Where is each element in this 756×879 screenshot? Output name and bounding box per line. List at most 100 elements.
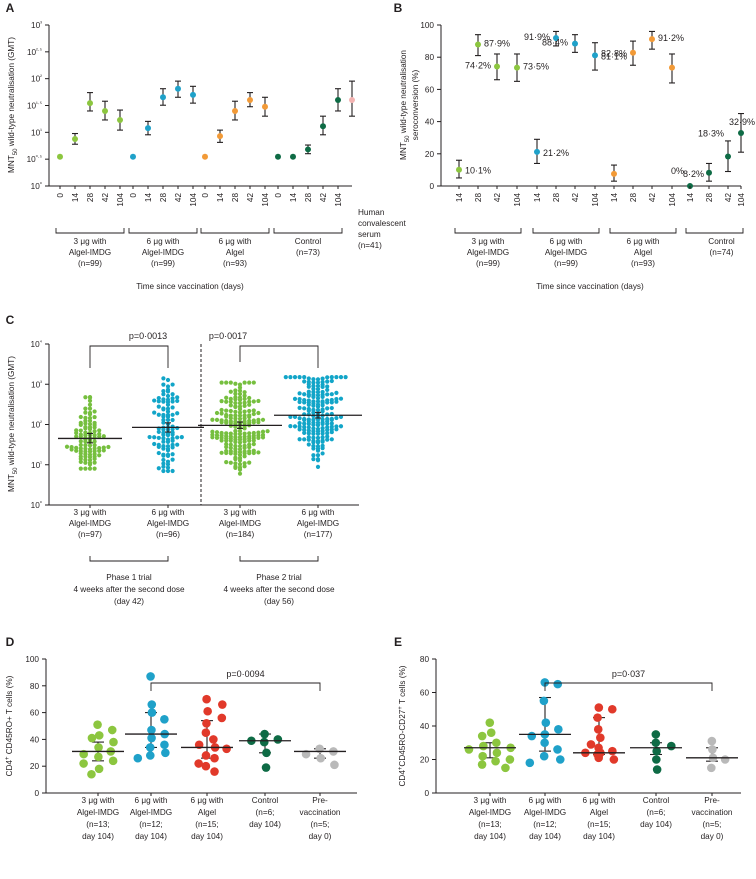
- swarm-point-c: [247, 413, 252, 418]
- label-segment: +: [398, 706, 404, 710]
- swarm-point-c: [334, 424, 339, 429]
- swarm-point-c: [92, 414, 97, 420]
- data-point: [259, 737, 269, 747]
- data-label-b: 91·9%: [524, 32, 550, 42]
- y-tick-label: 60: [30, 709, 40, 718]
- swarm-point-c: [87, 394, 93, 400]
- data-point: [539, 751, 549, 761]
- swarm-point-c: [315, 426, 321, 432]
- data-point: [94, 752, 103, 762]
- swarm-point-c: [83, 443, 88, 448]
- tick-exponent: ²: [40, 75, 42, 81]
- group-label: vaccination: [692, 808, 733, 817]
- phase-label-c: Phase 1 trial: [106, 573, 152, 582]
- swarm-point-c: [237, 462, 243, 467]
- swarm-point-c: [237, 444, 243, 449]
- swarm-point-c: [292, 396, 298, 401]
- x-tick-label-b: 14: [455, 193, 464, 203]
- swarm-point-c: [315, 407, 321, 413]
- x-tick-label-b: 28: [705, 193, 714, 203]
- swarm-point-c: [87, 466, 93, 471]
- swarm-point-c: [242, 380, 247, 385]
- swarm-point-c: [78, 428, 83, 433]
- swarm-point-c: [256, 450, 261, 455]
- swarm-point-c: [233, 413, 238, 418]
- group-label: (n=12;: [533, 820, 556, 829]
- data-point: [540, 678, 550, 687]
- swarm-point-c: [87, 452, 93, 457]
- group-label: 3 μg with: [82, 796, 115, 805]
- swarm-point-c: [251, 399, 256, 404]
- data-point: [201, 751, 211, 760]
- swarm-point-c: [83, 415, 88, 420]
- swarm-point-c: [228, 403, 233, 408]
- data-point: [478, 751, 487, 761]
- x-tick-label-b: 42: [648, 193, 657, 203]
- x-tick-label-b: 28: [629, 193, 638, 203]
- data-point-a: [87, 100, 93, 107]
- swarm-point-c: [170, 452, 175, 457]
- swarm-point-c: [247, 449, 252, 454]
- swarm-point-c: [224, 380, 229, 385]
- group-bracket-a: [55, 228, 125, 234]
- y-tick-label-b: 20: [425, 150, 435, 159]
- data-point: [594, 753, 603, 763]
- swarm-point-c: [165, 444, 171, 449]
- data-point-a: [175, 85, 181, 92]
- swarm-point-c: [302, 430, 307, 435]
- data-point-b: [534, 148, 540, 155]
- swarm-point-c: [219, 399, 224, 404]
- swarm-point-c: [297, 416, 302, 421]
- label-segment: MNT: [7, 474, 16, 492]
- group-label-a: Algel: [226, 248, 244, 257]
- swarm-point-c: [170, 396, 175, 401]
- swarm-point-c: [311, 435, 316, 440]
- swarm-point-c: [251, 418, 256, 423]
- y-tick-label-a: 10⁰: [31, 181, 43, 191]
- group-label: (n=13;: [86, 820, 109, 829]
- data-point: [145, 743, 155, 752]
- data-point: [525, 758, 535, 768]
- y-tick-label-c: 10⁴: [31, 339, 43, 349]
- group-label: (n=5;: [311, 820, 330, 829]
- data-point: [133, 753, 143, 763]
- swarm-point-c: [311, 453, 316, 458]
- data-point: [554, 725, 563, 734]
- swarm-point-c: [237, 410, 243, 415]
- swarm-point-c: [156, 435, 161, 441]
- swarm-point-c: [306, 412, 311, 417]
- data-point: [94, 743, 103, 752]
- swarm-point-c: [170, 392, 175, 397]
- swarm-point-c: [260, 429, 266, 434]
- group-label: day 104): [640, 820, 672, 829]
- x-tick-label-b: 42: [571, 193, 580, 203]
- swarm-point-c: [228, 396, 233, 401]
- swarm-point-c: [87, 398, 93, 403]
- swarm-point-c: [233, 446, 238, 452]
- swarm-point-c: [320, 438, 325, 443]
- swarm-point-c: [224, 395, 229, 400]
- group-label-b: 3 μg with: [472, 237, 505, 246]
- swarm-point-c: [329, 405, 334, 411]
- data-label-b: 8·2%: [683, 169, 704, 179]
- swarm-point-c: [237, 447, 243, 452]
- data-point-a: [130, 153, 136, 160]
- y-tick-label-b: 60: [425, 85, 435, 94]
- swarm-point-c: [302, 416, 307, 422]
- data-label-b: 74·2%: [465, 61, 491, 71]
- label-segment: CD45: [5, 733, 14, 754]
- data-point: [609, 755, 619, 764]
- swarm-point-c: [87, 447, 93, 452]
- group-bracket-b: [454, 228, 522, 234]
- data-point-a: [117, 116, 123, 123]
- swarm-point-c: [101, 434, 106, 439]
- x-tick-label-a: 42: [174, 193, 183, 203]
- group-bracket-b: [685, 228, 744, 234]
- swarm-point-c: [161, 457, 166, 463]
- x-tick-label-a: 14: [216, 193, 225, 203]
- swarm-point-c: [161, 388, 166, 394]
- group-bracket-a: [128, 228, 198, 234]
- p-value: p=0·037: [612, 669, 645, 679]
- swarm-point-c: [83, 430, 88, 435]
- data-point-b: [572, 40, 578, 47]
